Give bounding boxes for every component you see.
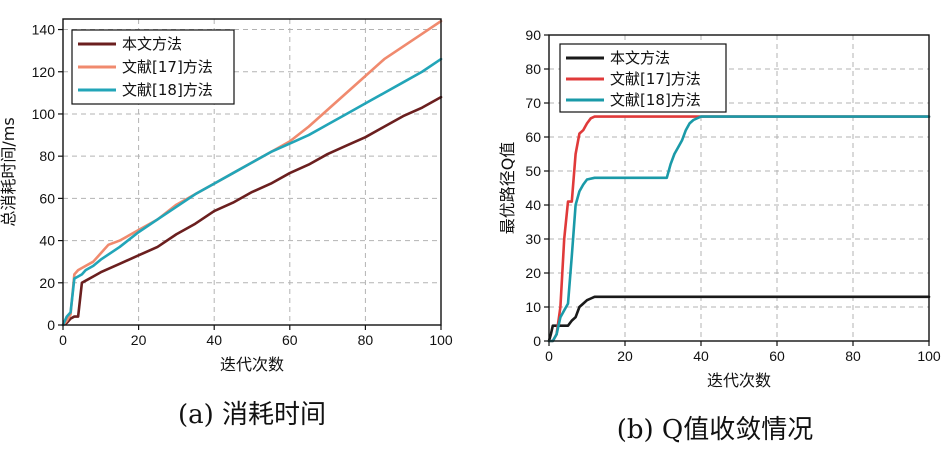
chart-b-series: [547, 115, 931, 343]
chart-a-xtick-label: 80: [358, 332, 374, 348]
chart-b-ytick-label: 0: [533, 333, 541, 349]
chart-a-ytick-label: 100: [32, 106, 56, 122]
chart-b-xtick-label: 80: [845, 348, 861, 364]
chart-b-ytick-label: 60: [525, 129, 541, 145]
chart-a-legend-label-0: 本文方法: [122, 35, 182, 53]
chart-a-xtick-label: 0: [59, 332, 67, 348]
chart-a-legend-label-1: 文献[17]方法: [122, 58, 213, 76]
chart-a-ytick-label: 0: [47, 317, 55, 333]
chart-b-xtick-label: 100: [917, 348, 941, 364]
chart-b-series-0: [547, 295, 931, 343]
chart-a-xlabel: 迭代次数: [220, 355, 284, 374]
chart-b-legend-label-2: 文献[18]方法: [610, 91, 701, 109]
chart-a-ytick-label: 120: [32, 64, 56, 80]
chart-a: 0 20 40 60 80 100 0 20 40 60 80 100 120 140 迭代次数 总消耗时…: [0, 18, 453, 430]
chart-a-ytick-label: 60: [39, 190, 55, 206]
chart-a-caption: (a) 消耗时间: [178, 400, 326, 430]
chart-b-ytick-label: 40: [525, 197, 541, 213]
chart-a-xtick-label: 40: [206, 332, 222, 348]
chart-b-ticks: 0 20 40 60 80 100 0 10 20 30 40 50 60 70 80 90: [525, 27, 940, 364]
chart-b: 0 20 40 60 80 100 0 10 20 30 40 50 60 70 80 90 迭代次数 最优路…: [498, 27, 941, 445]
chart-b-xtick-label: 40: [693, 348, 709, 364]
chart-b-ytick-label: 80: [525, 61, 541, 77]
chart-b-ytick-label: 30: [525, 231, 541, 247]
chart-a-frame: [62, 18, 442, 326]
chart-a-ylabel: 总消耗时间/ms: [0, 117, 18, 226]
chart-b-xtick-label: 0: [545, 348, 553, 364]
chart-b-xlabel: 迭代次数: [707, 371, 771, 390]
chart-b-legend-label-1: 文献[17]方法: [610, 70, 701, 88]
chart-b-frame: [548, 34, 930, 342]
chart-b-ylabel: 最优路径Q值: [498, 142, 517, 235]
chart-a-series-0: [61, 95, 443, 327]
chart-a-legend-label-2: 文献[18]方法: [122, 81, 213, 99]
chart-a-series: [61, 19, 443, 327]
chart-b-ytick-label: 70: [525, 95, 541, 111]
chart-b-ytick-label: 90: [525, 27, 541, 43]
chart-b-xtick-label: 20: [617, 348, 633, 364]
chart-b-ytick-label: 50: [525, 163, 541, 179]
chart-b-caption: (b) Q值收敛情况: [617, 415, 814, 445]
chart-a-ticks: 0 20 40 60 80 100 0 20 40 60 80 100 120 140: [32, 22, 453, 348]
chart-a-ytick-label: 140: [32, 22, 56, 38]
chart-b-series-2: [547, 115, 931, 343]
chart-a-xtick-label: 20: [131, 332, 147, 348]
chart-b-ytick-label: 10: [525, 299, 541, 315]
chart-a-series-2: [61, 57, 443, 327]
chart-a-xtick-label: 60: [282, 332, 298, 348]
chart-a-ytick-label: 80: [39, 148, 55, 164]
chart-a-ytick-label: 20: [39, 275, 55, 291]
chart-a-ytick-label: 40: [39, 233, 55, 249]
chart-b-legend-label-0: 本文方法: [610, 49, 670, 67]
chart-b-xtick-label: 60: [769, 348, 785, 364]
chart-b-ytick-label: 20: [525, 265, 541, 281]
chart-a-grid: [63, 19, 441, 325]
chart-a-xtick-label: 100: [429, 332, 453, 348]
